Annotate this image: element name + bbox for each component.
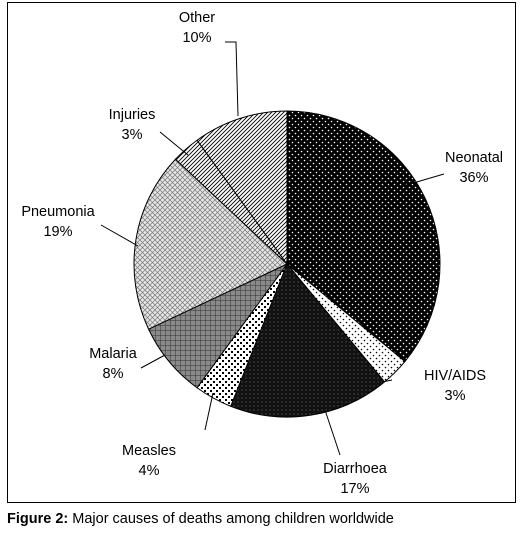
leader-line bbox=[402, 173, 445, 187]
pie-slice-pneumonia bbox=[133, 158, 288, 330]
pie-slice-diarrhoea bbox=[230, 263, 386, 418]
slice-value-label: 10% bbox=[182, 30, 211, 46]
slice-value-label: 3% bbox=[445, 388, 466, 404]
slice-value-label: 4% bbox=[139, 463, 160, 479]
slice-name-label: Malaria bbox=[89, 346, 137, 362]
slice-value-label: 8% bbox=[103, 366, 124, 382]
leader-line bbox=[381, 379, 393, 383]
leader-line bbox=[140, 354, 166, 369]
leader-line bbox=[100, 224, 139, 247]
leader-line bbox=[225, 41, 239, 117]
leader-line bbox=[324, 409, 341, 456]
figure-frame bbox=[7, 2, 516, 503]
slice-name-label: Measles bbox=[122, 443, 176, 459]
leader-line bbox=[204, 392, 214, 431]
slice-name-label: Injuries bbox=[109, 107, 156, 123]
slice-value-label: 19% bbox=[43, 224, 72, 240]
slice-name-label: Other bbox=[179, 10, 215, 26]
caption-label: Figure 2: bbox=[7, 511, 69, 527]
pie-chart: Neonatal 36% HIV/AIDS 3% Diarrhoea 17% Measles… bbox=[21, 10, 503, 497]
slice-name-label: Diarrhoea bbox=[323, 461, 388, 477]
figure-caption: Figure 2: Major causes of deaths among c… bbox=[7, 511, 394, 527]
slice-value-label: 3% bbox=[122, 127, 143, 143]
caption-text: Major causes of deaths among children wo… bbox=[72, 511, 394, 527]
slice-name-label: HIV/AIDS bbox=[424, 368, 486, 384]
slice-name-label: Neonatal bbox=[445, 150, 503, 166]
pie-slice-neonatal bbox=[286, 110, 441, 363]
slice-value-label: 17% bbox=[340, 481, 369, 497]
leader-line bbox=[159, 131, 189, 156]
slice-name-label: Pneumonia bbox=[21, 204, 95, 220]
pie-slice-other bbox=[196, 110, 288, 266]
slice-value-label: 36% bbox=[459, 170, 488, 186]
